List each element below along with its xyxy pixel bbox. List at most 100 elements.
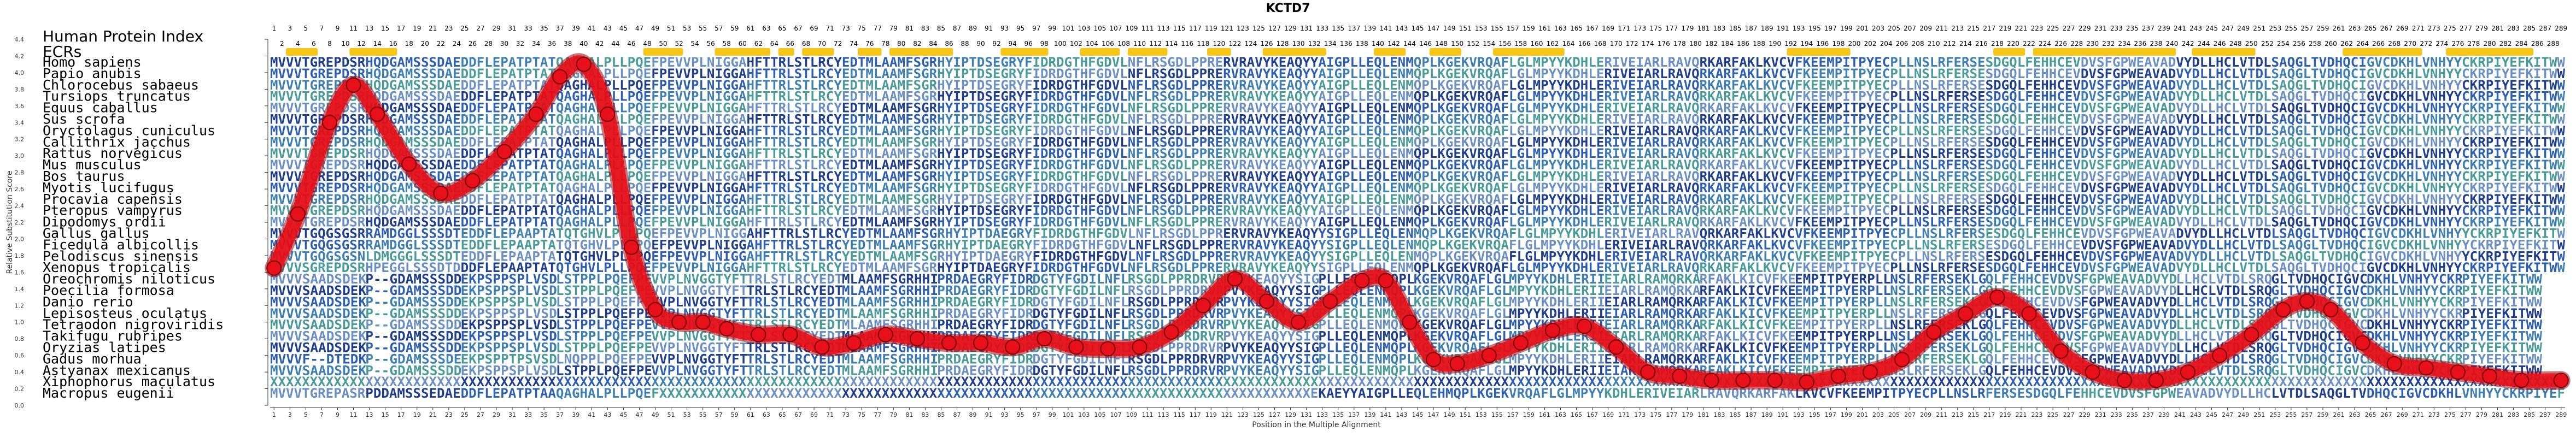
protein-index-label: 42 xyxy=(595,40,604,48)
protein-index-label: 190 xyxy=(1769,40,1781,48)
protein-index-label: 248 xyxy=(2229,40,2242,48)
protein-index-label: 235 xyxy=(2126,25,2139,32)
protein-index-label: 94 xyxy=(1009,40,1017,48)
protein-index-label: 189 xyxy=(1761,25,1773,32)
ecr-bar xyxy=(1080,48,1120,56)
x-tick-label: 119 xyxy=(1205,411,1217,418)
sequence-row: MVVVSAADSDEKP--GDAMSSSDDEKPSPPSPLVSDLSTP… xyxy=(270,271,2543,287)
protein-index-label: 26 xyxy=(469,40,477,48)
series-point xyxy=(719,321,735,336)
protein-index-label: 137 xyxy=(1348,25,1360,32)
protein-index-label: 281 xyxy=(2491,25,2504,32)
protein-index-label: 100 xyxy=(1054,40,1067,48)
series-point xyxy=(814,339,830,355)
series-point xyxy=(465,173,481,188)
sequence-row: MVVVTGREPDSRHQDGAMSSSDAEDDFLEPATPTATQAGH… xyxy=(270,203,2566,218)
x-tick-label: 91 xyxy=(985,411,993,418)
protein-index-label: 88 xyxy=(961,40,969,48)
sequence-row: MVVVTGQGSGSRRAMDGGLSSSDTEDDFLEPAAPTATQTG… xyxy=(270,226,2566,241)
ecr-bar xyxy=(643,48,683,56)
x-tick-label: 231 xyxy=(2095,411,2106,418)
x-axis-label: Position in the Multiple Alignment xyxy=(1252,421,1381,429)
protein-index-label: 167 xyxy=(1586,25,1599,32)
protein-index-label: 285 xyxy=(2523,25,2536,32)
protein-index-label: 184 xyxy=(1721,40,1734,48)
protein-index-label: 226 xyxy=(2054,40,2067,48)
protein-index-label: 278 xyxy=(2467,40,2480,48)
protein-index-label: 146 xyxy=(1419,40,1432,48)
x-tick-label: 197 xyxy=(1825,411,1836,418)
x-tick-label: 69 xyxy=(810,411,818,418)
protein-index-label: 40 xyxy=(579,40,588,48)
protein-index-label: 181 xyxy=(1697,25,1709,32)
x-tick-label: 87 xyxy=(953,411,961,418)
species-label: Pteropus vampyrus xyxy=(43,203,183,218)
protein-index-label: 209 xyxy=(1919,25,1932,32)
y-tick-label: 0.2 xyxy=(15,386,25,393)
protein-index-label: 27 xyxy=(476,25,484,32)
x-tick-label: 129 xyxy=(1285,411,1296,418)
series-point xyxy=(1163,324,1179,340)
ecr-bar xyxy=(778,48,794,56)
series-point xyxy=(2053,344,2069,359)
protein-index-label: 79 xyxy=(889,25,898,32)
protein-index-label: 195 xyxy=(1808,25,1821,32)
x-tick-label: 167 xyxy=(1586,411,1598,418)
x-tick-label: 99 xyxy=(1049,411,1056,418)
protein-index-label: 203 xyxy=(1872,25,1884,32)
x-tick-label: 33 xyxy=(524,411,532,418)
x-tick-label: 101 xyxy=(1062,411,1074,418)
species-label: Takifugu rubripes xyxy=(43,328,183,344)
x-tick-label: 279 xyxy=(2476,411,2487,418)
y-tick-label: 2.8 xyxy=(15,169,25,176)
protein-index-label: 114 xyxy=(1165,40,1178,48)
series-point xyxy=(321,115,337,131)
protein-index-label: 169 xyxy=(1602,25,1614,32)
x-tick-label: 147 xyxy=(1428,411,1439,418)
protein-index-label: 135 xyxy=(1332,25,1344,32)
protein-index-label: 196 xyxy=(1816,40,1829,48)
series-point xyxy=(346,77,361,93)
y-tick-label: 2.6 xyxy=(15,186,25,193)
series-point xyxy=(552,69,568,85)
protein-index-label: 238 xyxy=(2150,40,2162,48)
protein-index-label: 145 xyxy=(1412,25,1424,32)
protein-index-label: 71 xyxy=(826,25,834,32)
sequence-row: MVVVTGREPDSRHQDGAMSSSDAEDDFLEPATPTATQAGH… xyxy=(270,215,2566,230)
protein-index-label: 75 xyxy=(858,25,866,32)
series-point xyxy=(1354,273,1370,288)
protein-index-label: 24 xyxy=(453,40,461,48)
protein-index-label: 261 xyxy=(2333,25,2345,32)
series-point xyxy=(1862,364,1878,380)
species-label: Oryzias latipes xyxy=(43,340,166,356)
species-label: Gadus morhua xyxy=(43,351,142,367)
protein-index-label: 49 xyxy=(651,25,659,32)
protein-index-label: 240 xyxy=(2166,40,2179,48)
protein-index-label: 129 xyxy=(1284,25,1297,32)
series-point xyxy=(1195,298,1211,314)
species-label: Bos taurus xyxy=(43,168,125,184)
protein-index-label: 284 xyxy=(2515,40,2528,48)
series-point xyxy=(2514,373,2530,388)
ecr-bar xyxy=(349,48,397,56)
species-label: Poecilia formosa xyxy=(43,282,174,298)
protein-index-label: 175 xyxy=(1649,25,1662,32)
protein-index-label: 215 xyxy=(1967,25,1980,32)
protein-index-label: 202 xyxy=(1864,40,1877,48)
protein-index-label: 8 xyxy=(327,40,332,48)
protein-index-label: 99 xyxy=(1048,25,1056,32)
series-point xyxy=(1005,339,1021,355)
y-tick-label: 3.6 xyxy=(15,103,25,110)
x-tick-label: 239 xyxy=(2158,411,2170,418)
x-tick-label: 131 xyxy=(1301,411,1312,418)
protein-index-label: 54 xyxy=(690,40,699,48)
protein-index-label: 170 xyxy=(1610,40,1623,48)
series-point xyxy=(1735,373,1751,388)
protein-index-label: 221 xyxy=(2015,25,2028,32)
x-tick-label: 255 xyxy=(2285,411,2297,418)
protein-index-label: 257 xyxy=(2300,25,2313,32)
protein-index-label: 282 xyxy=(2499,40,2512,48)
protein-index-label: 64 xyxy=(770,40,778,48)
protein-index-label: 127 xyxy=(1268,25,1281,32)
